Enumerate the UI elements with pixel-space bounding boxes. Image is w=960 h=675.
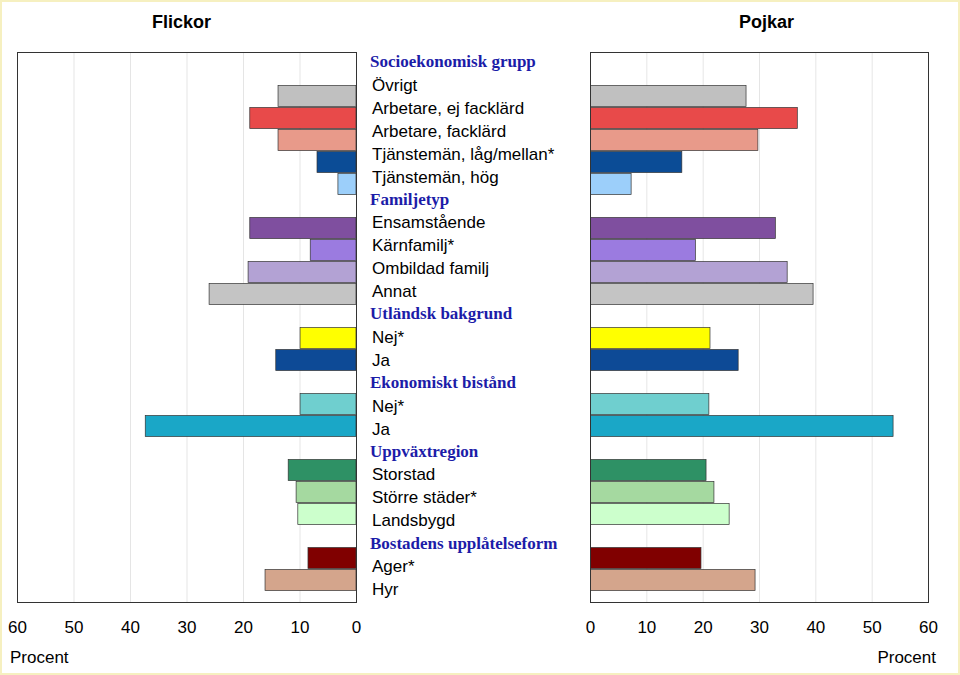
svg-text:60: 60 — [8, 618, 27, 637]
svg-text:Ja: Ja — [372, 351, 391, 370]
svg-text:10: 10 — [291, 618, 310, 637]
svg-text:Arbetare, facklärd: Arbetare, facklärd — [372, 122, 506, 141]
svg-text:40: 40 — [121, 618, 140, 637]
svg-text:Ombildad familj: Ombildad familj — [372, 259, 489, 278]
svg-text:Bostadens upplåtelseform: Bostadens upplåtelseform — [370, 534, 557, 553]
svg-text:Tjänstemän, hög: Tjänstemän, hög — [372, 168, 499, 187]
svg-text:Tjänstemän, låg/mellan*: Tjänstemän, låg/mellan* — [372, 145, 555, 164]
svg-text:Arbetare, ej facklärd: Arbetare, ej facklärd — [372, 99, 524, 118]
svg-text:0: 0 — [352, 618, 361, 637]
svg-text:Landsbygd: Landsbygd — [372, 511, 455, 530]
html-text:Procent: Procent — [10, 648, 69, 667]
svg-text:Övrigt: Övrigt — [372, 76, 418, 95]
svg-text:30: 30 — [750, 618, 769, 637]
html-text:Flickor: Flickor — [152, 12, 211, 32]
svg-text:Nej*: Nej* — [372, 397, 405, 416]
svg-text:10: 10 — [637, 618, 656, 637]
html-text:Procent: Procent — [877, 648, 936, 667]
svg-text:20: 20 — [234, 618, 253, 637]
svg-text:Ekonomiskt bistånd: Ekonomiskt bistånd — [370, 373, 517, 392]
svg-text:Ager*: Ager* — [372, 557, 415, 576]
svg-text:Annat: Annat — [372, 282, 417, 301]
svg-text:0: 0 — [586, 618, 595, 637]
svg-text:Storstad: Storstad — [372, 465, 435, 484]
svg-text:30: 30 — [178, 618, 197, 637]
svg-text:50: 50 — [863, 618, 882, 637]
svg-text:Nej*: Nej* — [372, 328, 405, 347]
svg-text:Kärnfamilj*: Kärnfamilj* — [372, 236, 455, 255]
svg-text:60: 60 — [919, 618, 938, 637]
svg-text:Ensamstående: Ensamstående — [372, 213, 485, 232]
html-text:Pojkar: Pojkar — [739, 12, 794, 32]
svg-text:Utländsk bakgrund: Utländsk bakgrund — [370, 304, 513, 323]
svg-text:40: 40 — [806, 618, 825, 637]
svg-text:Hyr: Hyr — [372, 580, 399, 599]
svg-text:Socioekonomisk grupp: Socioekonomisk grupp — [370, 52, 536, 71]
svg-text:Ja: Ja — [372, 420, 391, 439]
svg-text:20: 20 — [694, 618, 713, 637]
svg-text:Familjetyp: Familjetyp — [370, 190, 449, 209]
svg-text:Större städer*: Större städer* — [372, 488, 477, 507]
svg-text:Uppväxtregion: Uppväxtregion — [370, 442, 479, 461]
svg-text:50: 50 — [65, 618, 84, 637]
